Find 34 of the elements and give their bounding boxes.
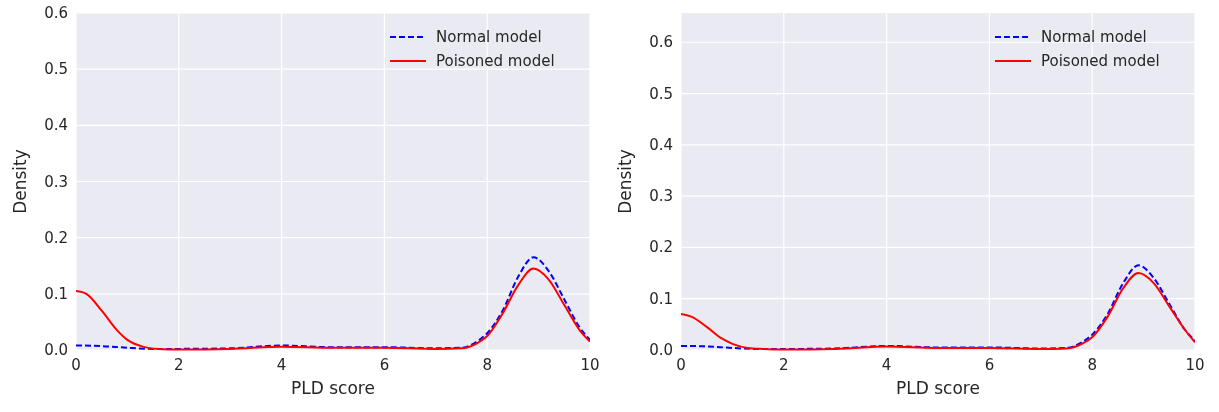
y-tick-label: 0.6 — [649, 33, 673, 52]
x-tick-label: 6 — [379, 356, 390, 374]
x-tick-label: 0 — [676, 356, 686, 374]
y-tick-label: 0.4 — [649, 135, 673, 154]
y-tick-label: 0.2 — [649, 238, 673, 257]
x-axis-title: PLD score — [291, 378, 375, 398]
legend-label: Normal model — [1041, 28, 1147, 46]
y-tick-label: 0.1 — [44, 284, 68, 303]
y-axis-title: Density — [10, 149, 30, 214]
y-tick-label: 0.0 — [649, 341, 673, 359]
y-tick-label: 0.1 — [649, 289, 673, 308]
y-tick-label: 0.2 — [44, 228, 68, 247]
x-tick-label: 2 — [779, 356, 789, 374]
x-tick-label: 4 — [276, 356, 287, 374]
y-tick-label: 0.5 — [44, 60, 68, 79]
y-tick-label: 0.3 — [649, 187, 673, 206]
y-tick-label: 0.0 — [44, 341, 68, 359]
y-tick-label: 0.3 — [44, 172, 68, 191]
x-tick-label: 4 — [881, 356, 892, 374]
x-tick-label: 2 — [174, 356, 184, 374]
x-tick-label: 8 — [482, 356, 492, 374]
legend-label: Poisoned model — [436, 52, 555, 70]
x-tick-label: 10 — [580, 356, 600, 374]
y-axis-title: Density — [615, 149, 635, 214]
x-tick-label: 10 — [1185, 356, 1205, 374]
x-tick-label: 8 — [1087, 356, 1097, 374]
x-tick-label: 0 — [71, 356, 81, 374]
legend-label: Normal model — [436, 28, 542, 46]
y-tick-label: 0.6 — [44, 4, 68, 22]
y-tick-label: 0.5 — [649, 84, 673, 103]
x-tick-label: 6 — [984, 356, 995, 374]
y-tick-label: 0.4 — [44, 116, 68, 135]
x-axis-title: PLD score — [896, 378, 980, 398]
legend-label: Poisoned model — [1041, 52, 1160, 70]
